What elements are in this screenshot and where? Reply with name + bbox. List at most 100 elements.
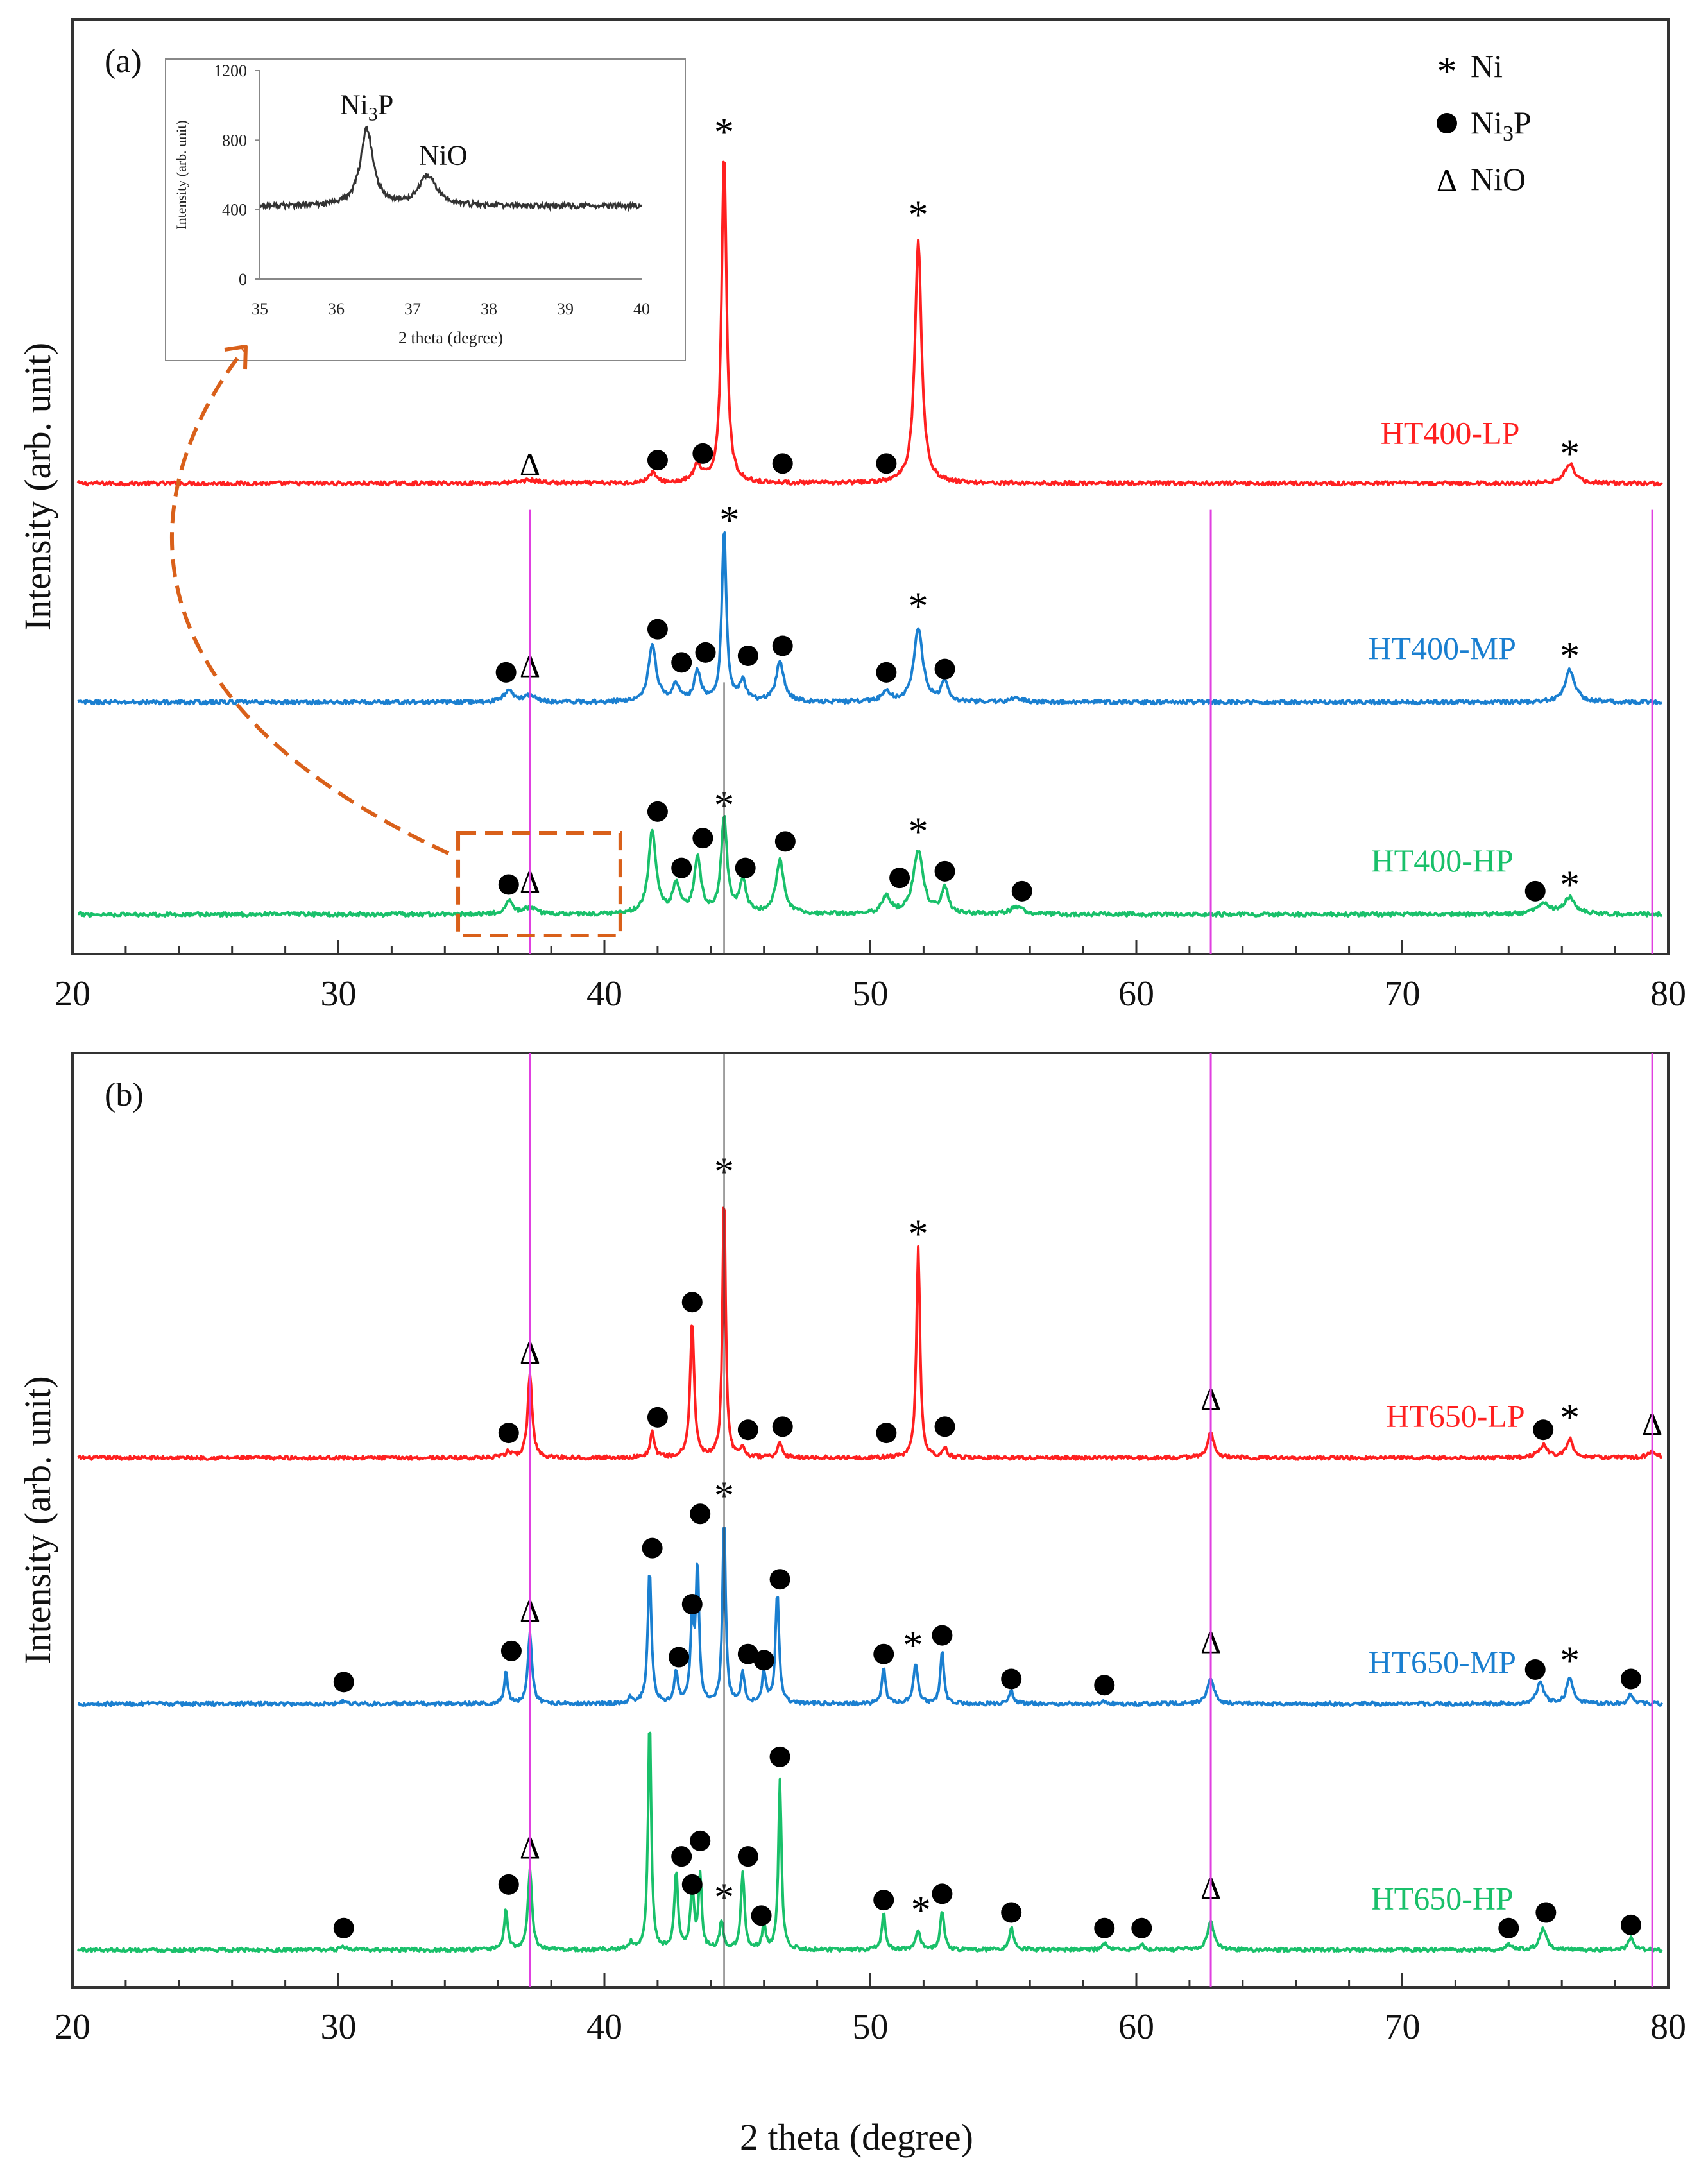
- series-label: HT400-LP: [1381, 415, 1520, 450]
- x-tick-label: 40: [586, 974, 622, 1014]
- x-tick-label: 70: [1385, 2007, 1421, 2047]
- legend-label: Ni: [1471, 48, 1503, 84]
- legend-symbol-ni3p: [1437, 113, 1457, 133]
- marker-ni: *: [909, 810, 928, 854]
- marker-ni3p: [690, 1830, 711, 1851]
- marker-ni3p: [671, 652, 692, 673]
- x-tick-label: 40: [586, 2007, 622, 2047]
- marker-ni3p: [1620, 1668, 1641, 1690]
- marker-ni: *: [911, 1888, 931, 1932]
- marker-ni3p: [671, 1846, 692, 1867]
- marker-ni3p: [753, 1650, 774, 1671]
- marker-ni3p: [1524, 1659, 1546, 1680]
- x-tick-label: 30: [321, 2007, 357, 2047]
- marker-ni3p: [1131, 1917, 1152, 1938]
- marker-ni: *: [1560, 432, 1580, 476]
- marker-ni3p: [737, 1846, 758, 1867]
- series-label: HT650-HP: [1371, 1881, 1514, 1917]
- trace-ht400-mp: [77, 531, 1662, 706]
- x-tick-label: 50: [853, 2007, 889, 2047]
- trace-ht400-lp: [76, 160, 1663, 487]
- marker-ni3p: [333, 1672, 354, 1693]
- trace-ht650-mp: [77, 1527, 1663, 1707]
- marker-ni3p: [772, 1416, 793, 1437]
- panel-label: (a): [105, 43, 142, 80]
- marker-ni3p: [751, 1905, 772, 1926]
- highlight-box: [456, 831, 622, 937]
- trace-ht400-hp: [77, 815, 1662, 918]
- marker-ni3p: [333, 1917, 354, 1938]
- highlight-arrow: [169, 348, 450, 855]
- marker-ni: *: [909, 1213, 928, 1256]
- legend-label: NiO: [1471, 161, 1526, 197]
- inset-x-tick-label: 36: [328, 300, 345, 318]
- marker-ni3p: [690, 1503, 711, 1525]
- inset-chart: 0 400 800 1200 35 36 37 38 39 40 Intensity (arb. u…: [165, 58, 686, 361]
- y-axis-label: Intensity (arb. unit): [17, 1376, 58, 1664]
- marker-ni3p: [681, 1594, 703, 1615]
- marker-ni3p: [772, 453, 793, 474]
- inset-annotation-ni3p: Ni3P: [340, 89, 393, 125]
- inset-x-tick-label: 35: [252, 300, 268, 318]
- trace-ht650-lp: [77, 1206, 1663, 1461]
- marker-ni3p: [695, 642, 716, 663]
- marker-ni: *: [909, 194, 928, 237]
- marker-ni: *: [903, 1623, 923, 1667]
- marker-ni3p: [873, 1643, 894, 1664]
- marker-ni3p: [1001, 1902, 1022, 1923]
- inset-y-tick-label: 0: [239, 270, 247, 289]
- marker-ni: *: [909, 585, 928, 628]
- marker-ni3p: [932, 1883, 953, 1904]
- x-tick-label: 20: [55, 974, 90, 1014]
- marker-ni3p: [647, 450, 668, 471]
- x-tick-label: 80: [1650, 974, 1686, 1014]
- inset-x-tick-label: 38: [481, 300, 497, 318]
- marker-ni3p: [769, 1569, 790, 1590]
- panel-label: (b): [105, 1077, 144, 1113]
- reference-lines: [529, 509, 1653, 1987]
- arrow-head: [224, 345, 248, 370]
- inset-y-tick-label: 800: [222, 131, 247, 150]
- marker-ni3p: [737, 1643, 758, 1664]
- inset-y-tick-label: 400: [222, 201, 247, 219]
- marker-ni3p: [934, 658, 955, 680]
- x-tick-label: 50: [853, 974, 889, 1014]
- x-tick-label: 70: [1385, 974, 1421, 1014]
- marker-ni3p: [647, 619, 668, 640]
- marker-nio: Δ: [520, 446, 540, 482]
- marker-ni3p: [671, 857, 692, 878]
- marker-ni3p: [495, 662, 517, 683]
- series-label: HT650-MP: [1368, 1644, 1516, 1680]
- marker-ni: *: [1560, 635, 1580, 678]
- inset-x-axis-label: 2 theta (degree): [398, 329, 503, 347]
- x-tick-label: 20: [55, 2007, 90, 2047]
- marker-ni: *: [1560, 1639, 1580, 1683]
- inset-trace: [259, 125, 643, 212]
- marker-ni3p: [876, 1423, 897, 1444]
- inset-x-tick-label: 37: [404, 300, 421, 318]
- marker-ni3p: [1498, 1917, 1519, 1938]
- marker-ni3p: [647, 1407, 668, 1428]
- marker-ni: *: [719, 499, 739, 542]
- marker-ni: *: [1560, 863, 1580, 907]
- marker-ni3p: [934, 860, 955, 882]
- inset-annotation-nio: NiO: [419, 139, 468, 171]
- inset-y-axis-label: Intensity (arb. unit): [173, 120, 189, 229]
- marker-ni3p: [1001, 1668, 1022, 1690]
- marker-ni3p: [932, 1625, 953, 1646]
- x-tick-label: 60: [1118, 974, 1154, 1014]
- inset-y-tick-label: 1200: [214, 62, 247, 80]
- marker-ni3p: [772, 635, 793, 656]
- marker-ni3p: [1094, 1917, 1115, 1938]
- marker-ni3p: [737, 646, 758, 666]
- inset-x-tick-label: 40: [633, 300, 650, 318]
- series-label: HT400-HP: [1371, 843, 1514, 878]
- marker-ni: *: [1560, 1396, 1580, 1440]
- series-label: HT650-LP: [1386, 1398, 1525, 1433]
- marker-ni3p: [1524, 880, 1546, 902]
- marker-ni3p: [647, 801, 668, 822]
- marker-ni3p: [1535, 1902, 1557, 1923]
